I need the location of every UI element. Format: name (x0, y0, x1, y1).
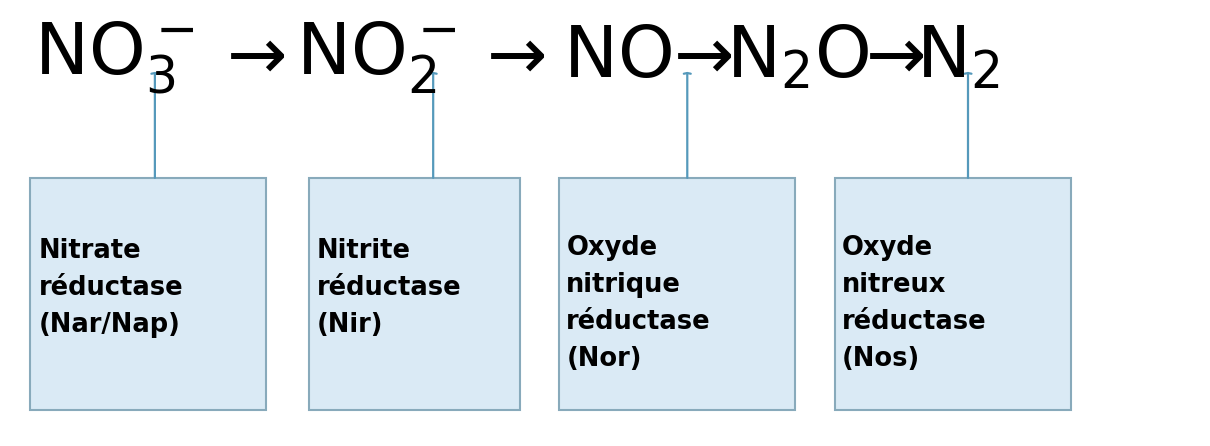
Text: $\rightarrow$: $\rightarrow$ (659, 24, 732, 92)
Text: Oxyde
nitrique
réductase
(Nor): Oxyde nitrique réductase (Nor) (566, 235, 711, 372)
FancyBboxPatch shape (835, 178, 1071, 410)
Text: $\rightarrow$: $\rightarrow$ (212, 24, 284, 92)
FancyBboxPatch shape (559, 178, 795, 410)
Text: Oxyde
nitreux
réductase
(Nos): Oxyde nitreux réductase (Nos) (842, 235, 987, 372)
Text: $\rightarrow$: $\rightarrow$ (851, 24, 923, 92)
Text: $\mathrm{NO_3^-}$: $\mathrm{NO_3^-}$ (34, 20, 195, 96)
FancyBboxPatch shape (30, 178, 266, 410)
Text: Nitrite
réductase
(Nir): Nitrite réductase (Nir) (317, 238, 462, 338)
FancyBboxPatch shape (309, 178, 520, 410)
Text: $\mathrm{NO}$: $\mathrm{NO}$ (563, 24, 672, 92)
Text: $\rightarrow$: $\rightarrow$ (472, 24, 544, 92)
Text: $\mathrm{N_2O}$: $\mathrm{N_2O}$ (726, 24, 870, 92)
Text: Nitrate
réductase
(Nar/Nap): Nitrate réductase (Nar/Nap) (39, 238, 184, 338)
Text: $\mathrm{N_2}$: $\mathrm{N_2}$ (916, 24, 999, 92)
Text: $\mathrm{NO_2^-}$: $\mathrm{NO_2^-}$ (296, 20, 457, 96)
